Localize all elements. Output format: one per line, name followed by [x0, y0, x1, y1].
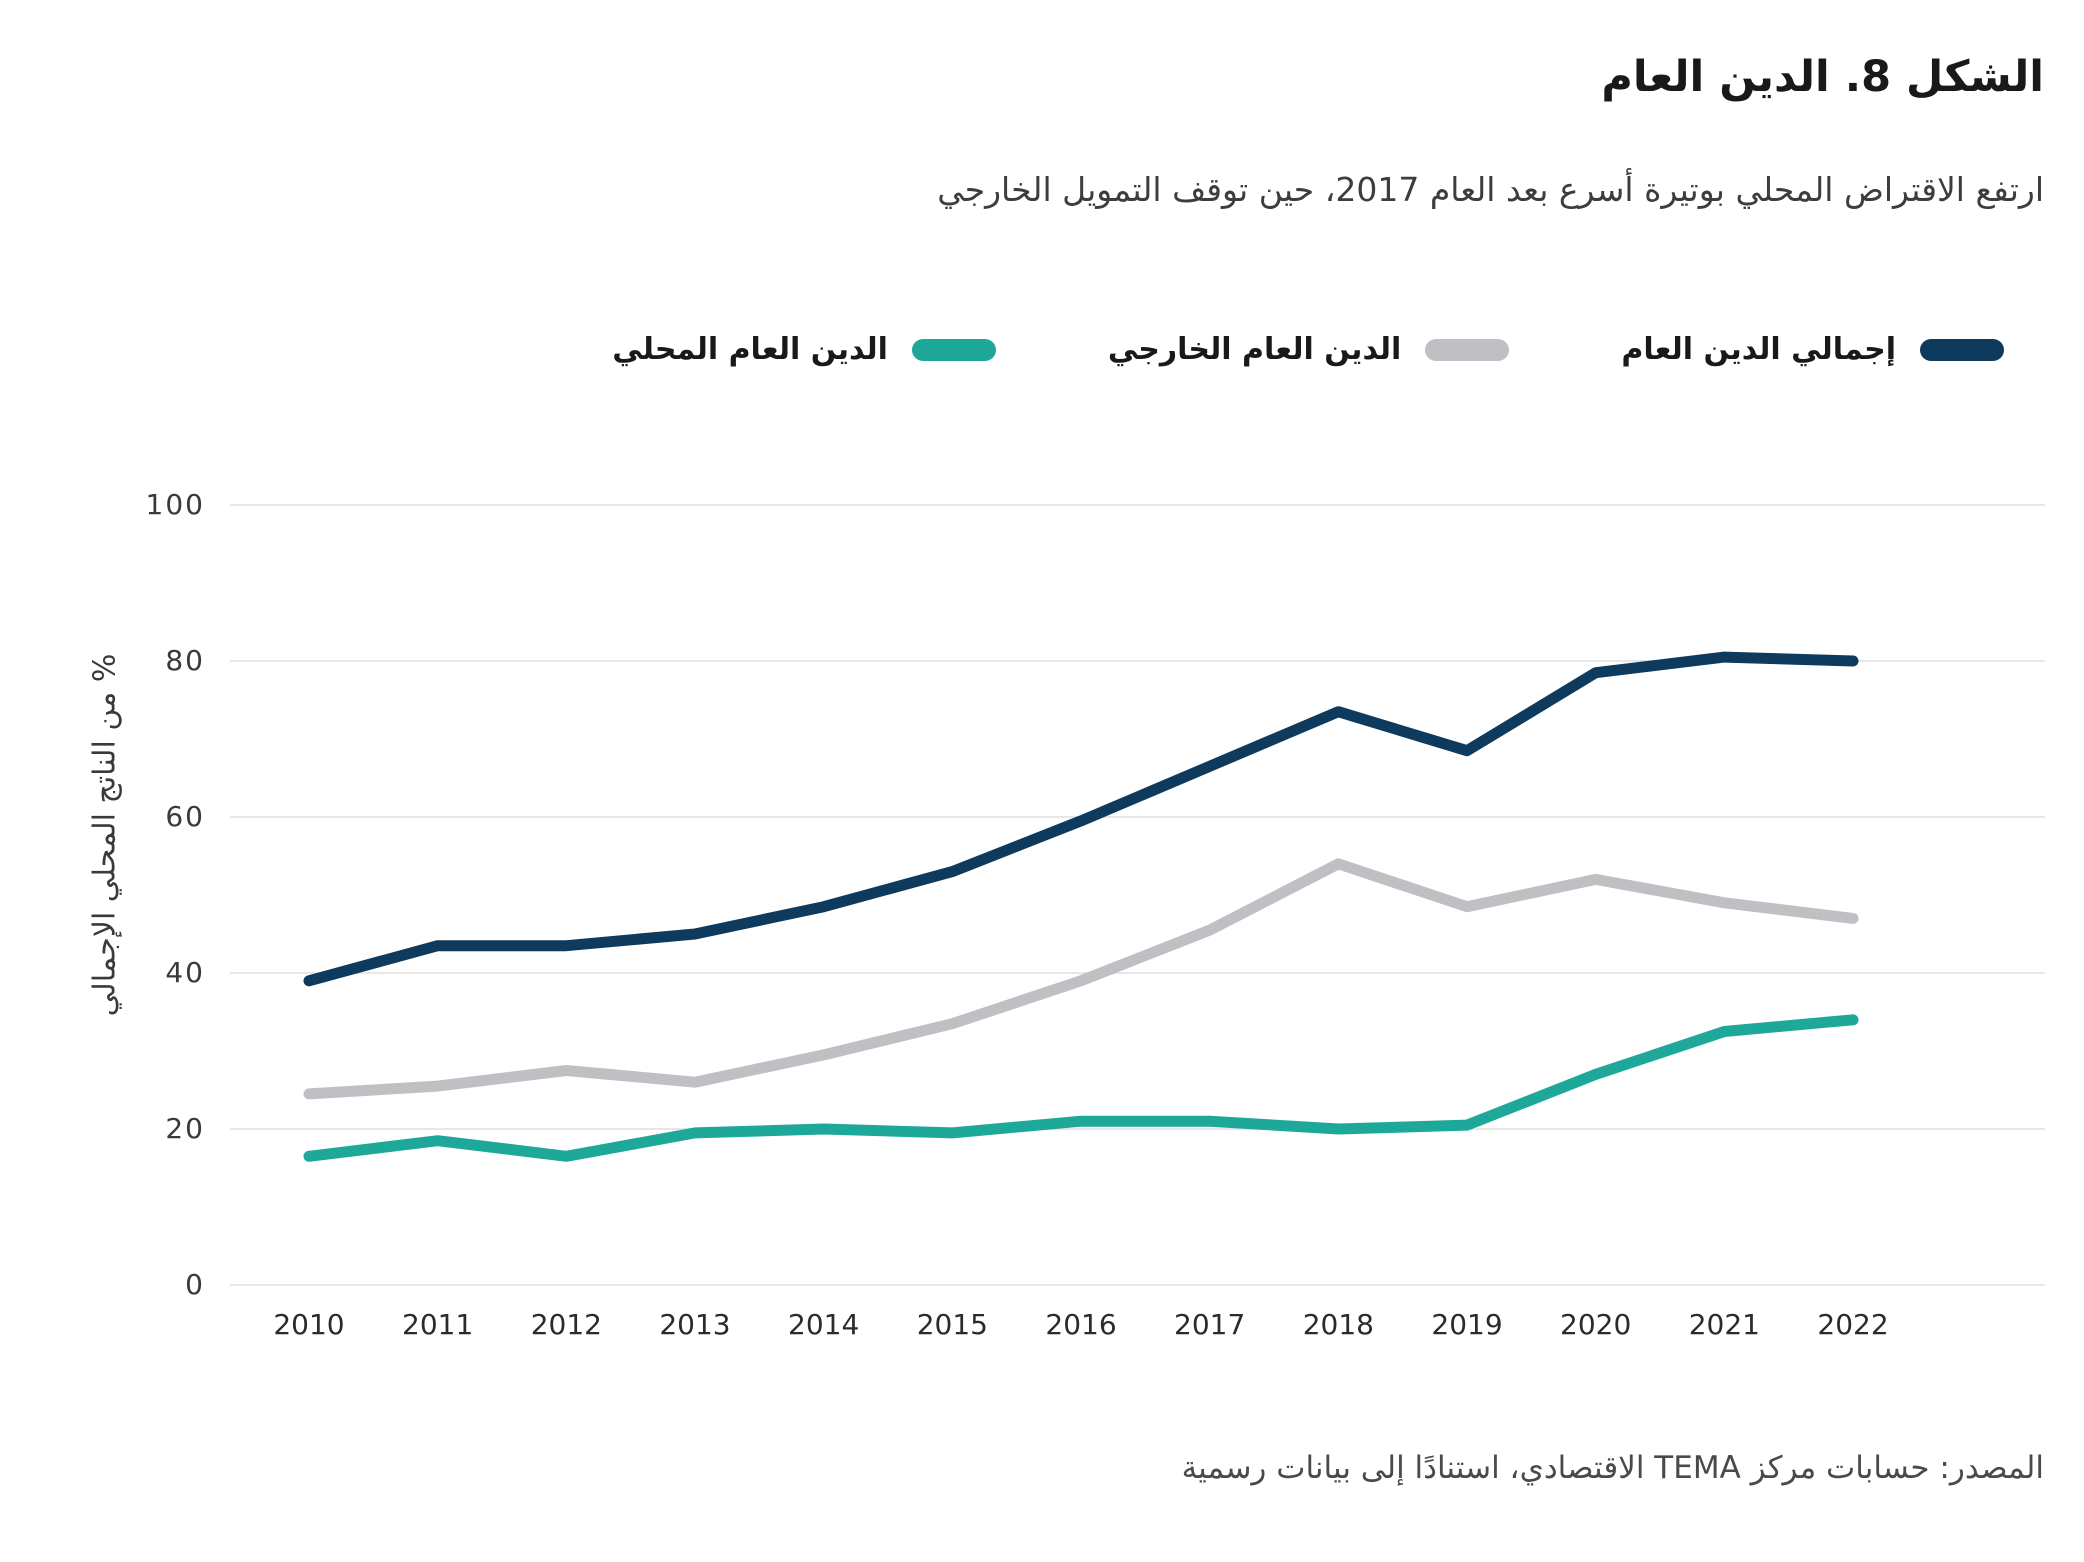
- x-tick-label: 2010: [273, 1308, 345, 1341]
- y-tick-label: 80: [165, 644, 205, 677]
- series-line-1: [303, 858, 1859, 1100]
- x-tick-label: 2020: [1560, 1308, 1632, 1341]
- y-tick-label: 100: [145, 488, 205, 521]
- x-tick-label: 2014: [788, 1308, 860, 1341]
- x-tick-label: 2018: [1302, 1308, 1374, 1341]
- x-tick-label: 2016: [1045, 1308, 1117, 1341]
- y-tick-label: 20: [165, 1112, 205, 1145]
- x-tick-label: 2019: [1431, 1308, 1503, 1341]
- x-tick-label: 2022: [1817, 1308, 1889, 1341]
- x-tick-label: 2012: [530, 1308, 602, 1341]
- legend-item-domestic-debt: الدين العام المحلي: [612, 332, 996, 367]
- x-tick-label: 2013: [659, 1308, 731, 1341]
- legend-swatch-total-debt-icon: [1920, 338, 2004, 361]
- legend-swatch-domestic-debt-icon: [911, 338, 996, 361]
- x-tick-label: 2021: [1688, 1308, 1760, 1341]
- source-note: المصدر: حسابات مركز TEMA الاقتصادي، استن…: [1181, 1450, 2044, 1486]
- legend-label-external-debt: الدين العام الخارجي: [1107, 332, 1402, 367]
- x-tick-label: 2015: [916, 1308, 988, 1341]
- legend-item-external-debt: الدين العام الخارجي: [1107, 332, 1510, 367]
- legend-swatch-external-debt-icon: [1425, 338, 1510, 361]
- figure-subtitle: ارتفع الاقتراض المحلي بوتيرة أسرع بعد ال…: [937, 170, 2044, 209]
- series-line-0: [303, 651, 1859, 987]
- chart-legend: إجمالي الدين العام الدين العام الخارجي ا…: [612, 332, 2004, 367]
- x-tick-label: 2011: [402, 1308, 474, 1341]
- legend-label-total-debt: إجمالي الدين العام: [1621, 332, 1896, 367]
- legend-label-domestic-debt: الدين العام المحلي: [612, 332, 888, 367]
- series-line-2: [303, 1014, 1859, 1162]
- x-tick-label: 2017: [1174, 1308, 1246, 1341]
- y-tick-label: 60: [165, 800, 205, 833]
- y-tick-label: 40: [165, 956, 205, 989]
- y-tick-label: 0: [185, 1268, 205, 1301]
- figure-title: الشكل 8. الدين العام: [1601, 52, 2044, 102]
- legend-item-total-debt: إجمالي الدين العام: [1621, 332, 2004, 367]
